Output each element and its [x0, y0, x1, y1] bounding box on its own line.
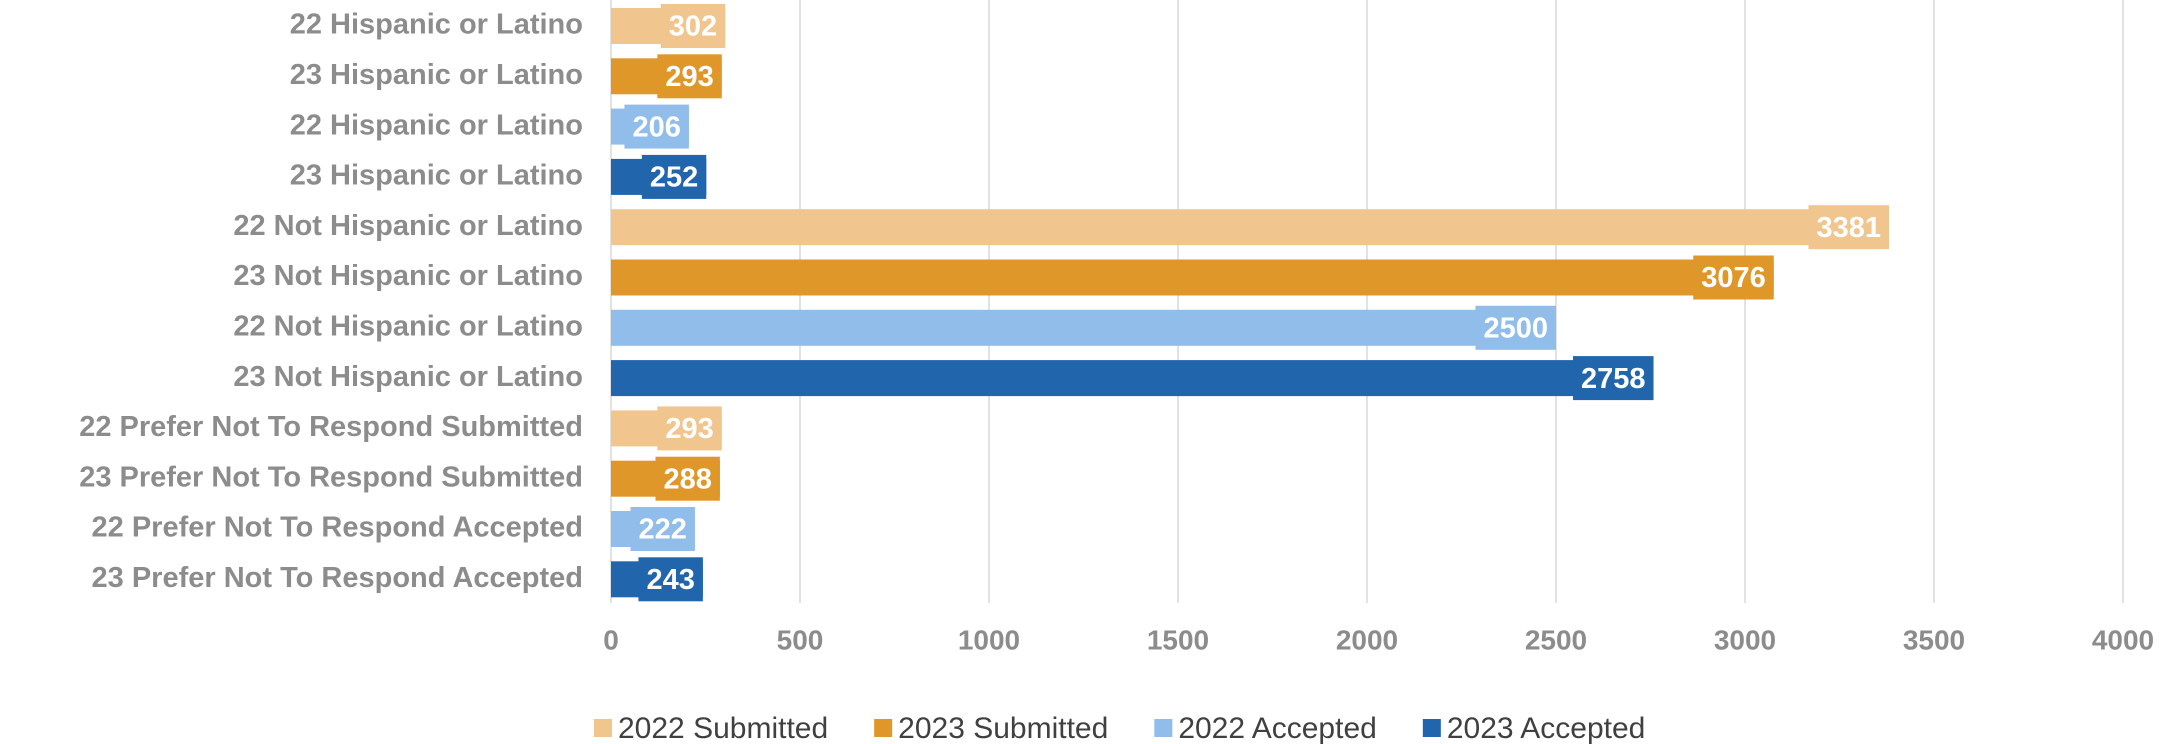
x-tick-label: 2500 [1525, 624, 1587, 655]
bar [611, 209, 1890, 246]
data-label: 2500 [1483, 312, 1548, 344]
y-tick-label: 23 Prefer Not To Respond Submitted [79, 461, 583, 493]
y-tick-label: 22 Prefer Not To Respond Submitted [79, 411, 583, 443]
x-tick-label: 0 [603, 624, 619, 655]
data-label: 293 [665, 413, 713, 445]
data-label-box [1475, 305, 1556, 350]
data-label-box [641, 154, 707, 199]
legend-label: 2022 Submitted [618, 712, 828, 744]
y-tick-label: 23 Hispanic or Latino [290, 59, 583, 91]
legend-swatch [1422, 719, 1441, 737]
y-tick-label: 23 Hispanic or Latino [290, 160, 583, 192]
data-label: 302 [669, 11, 717, 43]
x-tick-label: 3000 [1714, 624, 1776, 655]
legend-swatch [1154, 719, 1173, 737]
y-tick-label: 22 Prefer Not To Respond Accepted [92, 512, 584, 544]
data-label: 243 [646, 564, 694, 596]
data-label-box [630, 507, 695, 551]
data-label: 3076 [1701, 262, 1766, 294]
legend-label: 2022 Accepted [1178, 712, 1377, 744]
data-label: 3381 [1817, 212, 1882, 244]
data-label-box [655, 456, 720, 501]
x-tick-label: 1500 [1147, 624, 1209, 655]
data-label-box [657, 54, 722, 99]
data-label: 293 [665, 61, 713, 93]
bar [611, 259, 1774, 296]
legend-label: 2023 Accepted [1447, 712, 1646, 744]
data-label-box [660, 4, 726, 48]
y-tick-label: 22 Not Hispanic or Latino [233, 210, 583, 242]
data-label: 2758 [1581, 363, 1646, 395]
x-tick-label: 3500 [1903, 624, 1965, 655]
legend-swatch [874, 719, 893, 737]
y-tick-label: 23 Not Hispanic or Latino [233, 260, 583, 292]
data-label: 206 [632, 111, 680, 143]
y-tick-label: 22 Hispanic or Latino [290, 9, 583, 41]
data-label: 222 [639, 514, 687, 546]
data-label-box [1693, 255, 1774, 300]
data-label-box [657, 406, 722, 451]
x-tick-label: 2000 [1336, 624, 1398, 655]
data-label-box [1808, 205, 1890, 250]
data-label-box [638, 557, 703, 602]
data-label: 288 [663, 463, 711, 495]
bar [611, 309, 1556, 346]
x-tick-label: 500 [777, 624, 824, 655]
y-tick-label: 22 Hispanic or Latino [290, 109, 583, 141]
x-tick-label: 4000 [2092, 624, 2154, 655]
x-tick-label: 1000 [958, 624, 1020, 655]
bar [611, 360, 1654, 397]
legend-label: 2023 Submitted [898, 712, 1108, 744]
y-tick-label: 22 Not Hispanic or Latino [233, 310, 583, 342]
data-label: 252 [650, 162, 698, 194]
y-tick-label: 23 Not Hispanic or Latino [233, 361, 583, 393]
data-label-box [624, 104, 689, 149]
legend-swatch [594, 719, 612, 737]
data-label-box [1573, 356, 1654, 401]
y-tick-label: 23 Prefer Not To Respond Accepted [92, 562, 584, 594]
